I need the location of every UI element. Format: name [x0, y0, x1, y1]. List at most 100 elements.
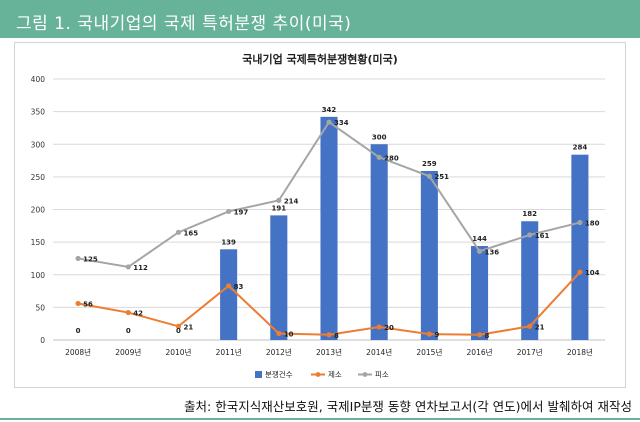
line-data-label: 161 — [535, 232, 550, 240]
line-point — [75, 255, 81, 262]
line-data-label: 125 — [83, 255, 98, 263]
y-tick-label: 150 — [31, 238, 46, 247]
line-point — [175, 323, 182, 329]
bar — [220, 249, 238, 340]
x-tick-label: 2014년 — [366, 347, 392, 357]
x-tick-label: 2017년 — [517, 347, 543, 357]
figure-title: 그림 1. 국내기업의 국제 특허분쟁 추이(미국) — [16, 14, 352, 34]
line-data-label: 20 — [384, 324, 394, 332]
legend-swatch-bar — [255, 371, 262, 378]
bar — [370, 144, 388, 340]
legend-swatch-marker — [315, 372, 321, 377]
line-data-label: 280 — [384, 154, 399, 162]
line-data-label: 136 — [485, 248, 500, 256]
x-tick-label: 2008년 — [65, 347, 91, 357]
line-point — [577, 219, 583, 226]
bar-data-label: 191 — [272, 204, 287, 212]
bar-data-label: 139 — [221, 238, 236, 246]
line-data-label: 180 — [585, 220, 600, 228]
y-axis: 0 50 100 150 200 250 300 350 400 — [31, 75, 46, 345]
line-data-label: 197 — [234, 208, 249, 216]
line-point — [125, 264, 131, 270]
bar — [471, 246, 489, 340]
chart-title: 국내기업 국제특허분쟁현황(미국) — [242, 52, 398, 66]
line-point — [376, 154, 382, 160]
legend-label: 피소 — [375, 370, 389, 379]
y-tick-label: 400 — [31, 75, 46, 84]
x-axis: 2008년 2009년 2010년 2011년 2012년 2013년 2014년 2015년… — [65, 347, 593, 357]
x-tick-label: 2010년 — [165, 347, 191, 357]
line-data-label: 104 — [585, 269, 600, 277]
line-point — [476, 248, 483, 254]
line-point — [476, 332, 483, 338]
legend-label: 분쟁건수 — [265, 369, 293, 379]
bar-data-label: 0 — [126, 327, 131, 335]
y-tick-label: 300 — [31, 140, 46, 149]
line-series — [75, 119, 583, 338]
line-data-label: 214 — [284, 197, 299, 205]
line-data-label: 83 — [234, 283, 244, 291]
line-point — [527, 323, 533, 329]
y-tick-label: 100 — [31, 271, 46, 280]
line-data-label: 9 — [434, 331, 439, 339]
bar-series — [220, 116, 589, 340]
bar-data-label: 342 — [322, 106, 337, 114]
line-point — [326, 119, 332, 125]
line-data-label: 10 — [284, 330, 294, 338]
bar — [270, 215, 288, 340]
line-point — [175, 229, 182, 235]
x-tick-label: 2018년 — [567, 347, 593, 357]
bar-data-label: 0 — [76, 327, 81, 335]
x-tick-label: 2016년 — [467, 347, 493, 357]
line-data-label: 251 — [434, 173, 449, 181]
line-data-label: 21 — [183, 323, 193, 331]
y-tick-label: 200 — [31, 206, 46, 215]
bar-data-label: 300 — [372, 133, 387, 141]
y-tick-label: 0 — [40, 336, 45, 345]
line-point — [326, 332, 332, 338]
chart-svg: 국내기업 국제특허분쟁현황(미국) 0501001502002503003504… — [31, 52, 605, 379]
source-note: 출처: 한국지식재산보호원, 국제IP분쟁 동향 연차보고서(각 연도)에서 발… — [184, 399, 632, 414]
line-data-label: 8 — [334, 332, 339, 340]
x-tick-label: 2013년 — [316, 347, 342, 357]
bar — [320, 116, 338, 340]
bar-data-label: 144 — [472, 235, 487, 243]
line-point — [226, 208, 232, 215]
data-labels: 0 0 0 139 191 342 300 259 144 182 284 56 42 21 83 10 8 20… — [76, 106, 600, 340]
line-point — [226, 283, 232, 289]
bar — [420, 171, 438, 340]
bar-data-label: 0 — [176, 327, 181, 335]
x-tick-label: 2012년 — [266, 347, 292, 357]
line-point — [75, 300, 81, 307]
bar — [571, 154, 589, 340]
line-data-label: 112 — [133, 264, 148, 272]
line-data-label: 165 — [183, 229, 198, 237]
x-tick-label: 2009년 — [115, 347, 141, 357]
line-point — [125, 309, 131, 316]
y-tick-label: 350 — [31, 108, 46, 117]
line-point — [276, 330, 282, 337]
y-tick-label: 50 — [35, 303, 45, 312]
line-point — [426, 173, 432, 179]
legend-label: 제소 — [328, 370, 342, 379]
line-point — [276, 197, 282, 203]
line-point — [577, 269, 583, 275]
chart-container: 국내기업 국제특허분쟁현황(미국) 0 50 100 150 200 250 300 350 4… — [14, 42, 626, 388]
bar — [521, 221, 539, 340]
line-data-label: 56 — [83, 300, 93, 308]
legend: 분쟁건수 제소 피소 — [255, 369, 389, 379]
bar-data-label: 284 — [573, 144, 588, 152]
line-data-label: 8 — [485, 332, 490, 340]
footer-divider — [0, 418, 640, 420]
y-tick-label: 250 — [31, 173, 46, 182]
bar-data-label: 182 — [522, 210, 537, 218]
bar-data-label: 259 — [422, 160, 437, 168]
x-tick-label: 2011년 — [216, 347, 242, 357]
line-point — [376, 324, 382, 330]
line-point — [426, 331, 432, 337]
header-bar: 그림 1. 국내기업의 국제 특허분쟁 추이(미국) — [0, 0, 640, 38]
line-data-label: 42 — [133, 310, 143, 318]
line-data-label: 21 — [535, 323, 545, 331]
x-tick-label: 2015년 — [416, 347, 442, 357]
line-point — [527, 232, 533, 238]
